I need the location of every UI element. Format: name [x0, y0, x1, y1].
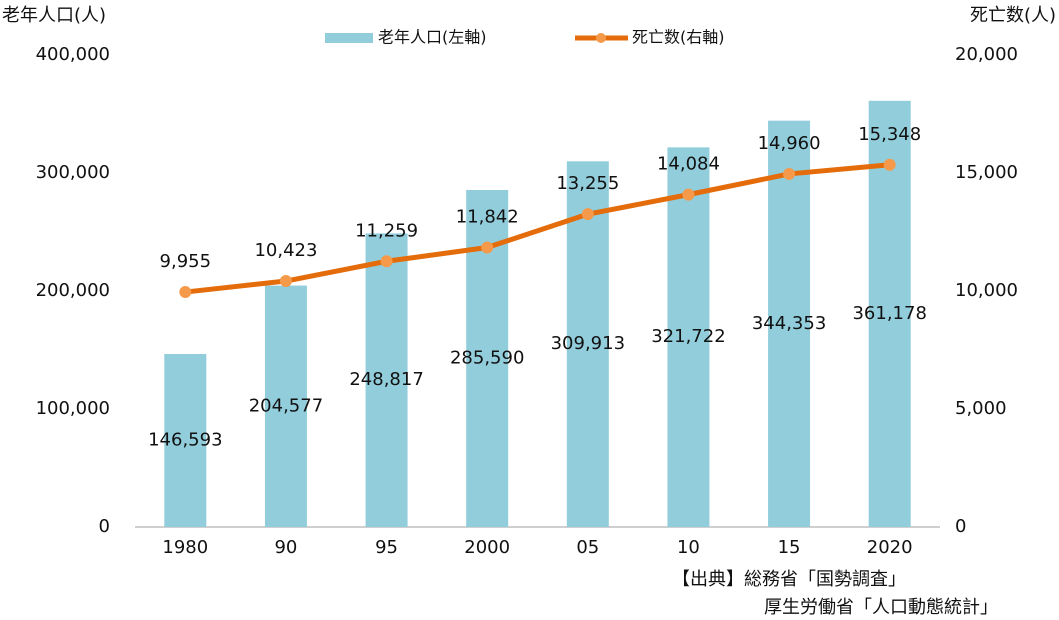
bar: [365, 233, 408, 527]
bar-value-label: 344,353: [752, 313, 826, 334]
y2-tick-label: 5,000: [955, 398, 1007, 419]
y-tick-label: 100,000: [36, 398, 110, 419]
bar: [868, 100, 911, 527]
line-marker: [581, 208, 594, 221]
bar-value-label: 146,593: [148, 430, 222, 451]
line-value-label: 9,955: [160, 251, 212, 272]
source-note: 厚生労働省「人口動態統計」: [764, 597, 998, 618]
legend-label: 老年人口(左軸): [378, 28, 487, 47]
line-marker: [883, 158, 896, 171]
bar: [667, 147, 710, 527]
bar: [164, 354, 207, 527]
line-marker: [783, 167, 796, 180]
y2-tick-label: 20,000: [955, 44, 1018, 65]
line-value-label: 13,255: [556, 173, 619, 194]
line-marker: [481, 241, 494, 254]
line-value-label: 14,084: [657, 154, 720, 175]
legend-label: 死亡数(右軸): [632, 28, 725, 47]
x-tick-label: 10: [677, 537, 700, 558]
line-marker: [279, 275, 292, 288]
bar-value-label: 361,178: [852, 303, 926, 324]
y2-tick-label: 0: [955, 516, 966, 537]
bar-value-label: 204,577: [249, 395, 323, 416]
line-value-label: 10,423: [254, 240, 317, 261]
y-tick-label: 300,000: [36, 162, 110, 183]
bar-value-label: 309,913: [551, 333, 625, 354]
x-tick-label: 90: [274, 537, 297, 558]
legend-swatch: [596, 33, 606, 43]
x-tick-label: 2020: [867, 537, 913, 558]
line-value-label: 14,960: [758, 133, 821, 154]
x-tick-label: 95: [375, 537, 398, 558]
x-tick-label: 05: [576, 537, 599, 558]
bar: [264, 285, 307, 527]
bar-value-label: 285,590: [450, 348, 524, 369]
y-tick-label: 400,000: [36, 44, 110, 65]
line-marker: [179, 286, 192, 299]
x-tick-label: 1980: [162, 537, 208, 558]
y2-axis-title: 死亡数(人): [970, 5, 1056, 26]
x-tick-label: 2000: [464, 537, 510, 558]
line: [185, 162, 890, 295]
source-note: 【出典】総務省「国勢調査」: [672, 569, 906, 590]
y2-tick-label: 15,000: [955, 162, 1018, 183]
legend-swatch: [325, 33, 373, 43]
bar: [566, 161, 609, 527]
y2-tick-label: 10,000: [955, 280, 1018, 301]
bar: [768, 120, 811, 528]
line-value-label: 11,259: [355, 220, 418, 241]
y-axis-title: 老年人口(人): [2, 5, 106, 26]
y-tick-label: 0: [99, 516, 110, 537]
line-value-label: 15,348: [858, 124, 921, 145]
line-value-label: 11,842: [456, 207, 519, 228]
line-marker: [682, 188, 695, 201]
bar-value-label: 248,817: [349, 369, 423, 390]
bar-value-label: 321,722: [651, 326, 725, 347]
line-marker: [380, 255, 393, 268]
x-tick-label: 15: [778, 537, 801, 558]
y-tick-label: 200,000: [36, 280, 110, 301]
